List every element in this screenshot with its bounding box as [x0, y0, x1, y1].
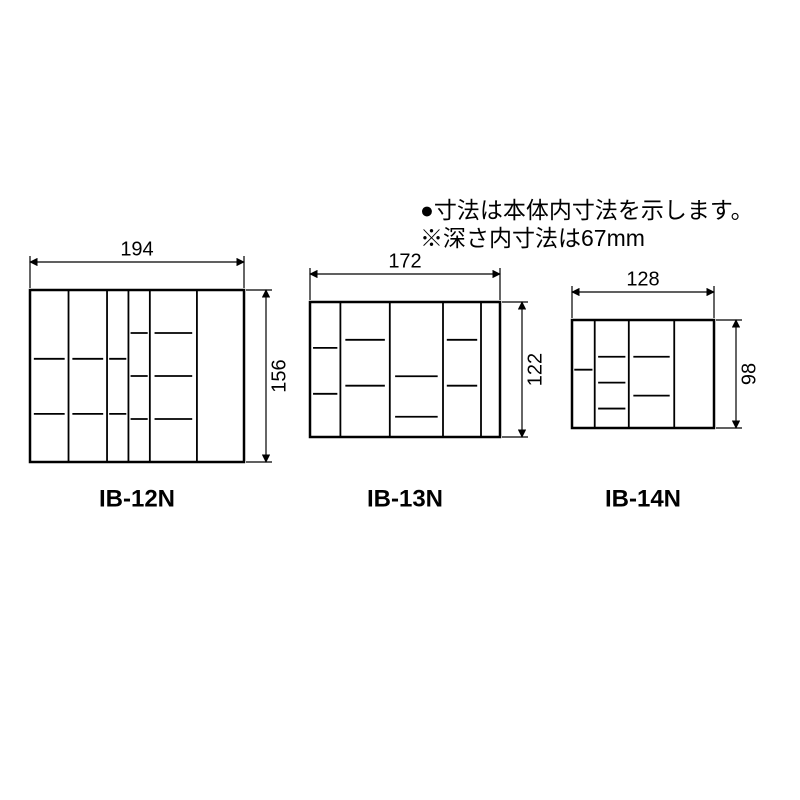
note-line-2: ※深さ内寸法は67mm [420, 225, 645, 251]
dimension-diagram: ●寸法は本体内寸法を示します。※深さ内寸法は67mm 194 156 IB-12N 17… [0, 0, 800, 800]
note-line-1: ●寸法は本体内寸法を示します。 [420, 197, 754, 223]
box-ib13n: 172 122 IB-13N [310, 250, 546, 512]
label-ib14n: IB-14N [605, 485, 681, 512]
dim-width-value-ib12n: 194 [120, 238, 153, 260]
dim-width-value-ib14n: 128 [626, 268, 659, 290]
label-ib12n: IB-12N [99, 485, 175, 512]
dim-height-value-ib13n: 122 [524, 353, 546, 386]
box-ib12n: 194 156 IB-12N [30, 238, 290, 512]
notes: ●寸法は本体内寸法を示します。※深さ内寸法は67mm [420, 197, 754, 251]
dim-width-value-ib13n: 172 [388, 250, 421, 272]
dim-height-value-ib12n: 156 [268, 359, 290, 392]
label-ib13n: IB-13N [367, 485, 443, 512]
dim-height-value-ib14n: 98 [738, 363, 760, 385]
box-ib14n: 128 98 IB-14N [572, 268, 760, 512]
